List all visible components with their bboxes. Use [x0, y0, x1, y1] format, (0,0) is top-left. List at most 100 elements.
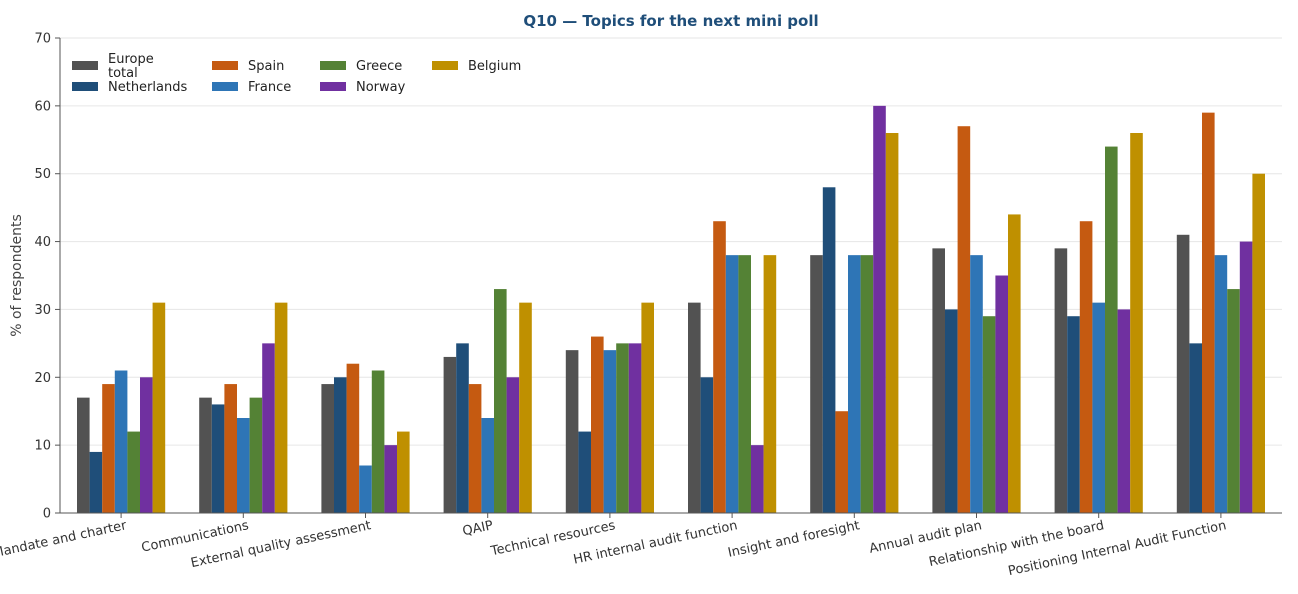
bar-france	[1092, 302, 1105, 513]
bar-europe-total	[77, 397, 90, 513]
bar-netherlands	[700, 377, 714, 513]
legend-label: Belgium	[468, 59, 521, 74]
bar-spain	[102, 384, 115, 513]
bar-europe-total	[1176, 234, 1190, 514]
y-tick-label: 40	[34, 235, 51, 250]
bar-greece	[982, 316, 996, 513]
bar-greece	[127, 431, 140, 513]
bar-netherlands	[456, 343, 469, 513]
bar-france	[1214, 255, 1228, 513]
bar-france	[848, 255, 861, 513]
bar-greece	[249, 397, 263, 513]
bar-greece	[371, 370, 385, 513]
bars-group	[77, 105, 1265, 514]
bar-netherlands	[1189, 343, 1202, 513]
legend-swatch	[320, 61, 346, 70]
bar-france	[481, 418, 494, 513]
bar-belgium	[1252, 173, 1265, 513]
y-tick-label: 20	[34, 371, 51, 386]
bar-netherlands	[578, 431, 591, 513]
bar-europe-total	[199, 397, 212, 513]
bar-france	[603, 350, 617, 513]
bar-netherlands	[945, 309, 958, 513]
bar-norway	[506, 377, 520, 513]
y-tick-label: 0	[43, 507, 51, 522]
bar-europe-total	[810, 255, 823, 513]
x-tick-label: Positioning Internal Audit Function	[1007, 518, 1228, 579]
bar-france	[359, 465, 372, 513]
legend-label: Norway	[356, 80, 406, 95]
bar-spain	[713, 221, 726, 513]
bar-spain	[591, 336, 604, 513]
bar-netherlands	[1067, 316, 1080, 513]
legend-swatch	[320, 82, 346, 91]
legend-label: France	[248, 80, 291, 95]
bar-spain	[224, 384, 237, 513]
y-tick-label: 70	[34, 32, 51, 47]
bar-norway	[628, 343, 642, 513]
bar-spain	[468, 384, 482, 513]
bar-europe-total	[443, 356, 457, 513]
legend-swatch	[212, 61, 238, 70]
bar-belgium	[152, 302, 166, 513]
bar-belgium	[641, 302, 654, 513]
x-ticks: Mandate and charter CommunicationsExterna…	[0, 513, 1228, 579]
y-tick-label: 30	[34, 303, 51, 318]
bar-europe-total	[321, 384, 334, 513]
legend-label: Europe total	[108, 52, 154, 81]
y-ticks: 0 10 20 30 40 50 60 70	[34, 32, 60, 522]
bar-belgium	[763, 255, 777, 513]
bar-france	[114, 370, 128, 513]
bar-spain	[346, 363, 360, 513]
bar-france	[237, 418, 250, 513]
bar-belgium	[1008, 214, 1021, 513]
legend-label: Netherlands	[108, 80, 187, 95]
bar-norway	[751, 445, 764, 513]
bar-greece	[1227, 289, 1240, 513]
legend-swatch	[212, 82, 238, 91]
bar-belgium	[1130, 133, 1143, 513]
bar-europe-total	[688, 302, 701, 513]
x-tick-label: Insight and foresight	[727, 518, 862, 561]
bar-belgium	[274, 302, 288, 513]
bar-europe-total	[932, 248, 945, 513]
bar-spain	[957, 126, 971, 513]
bar-greece	[860, 255, 874, 513]
bar-france	[970, 255, 983, 513]
bar-greece	[494, 289, 507, 513]
bar-greece	[616, 343, 629, 513]
bar-norway	[995, 275, 1008, 513]
bar-greece	[738, 255, 751, 513]
chart-title: Q10 — Topics for the next mini poll	[523, 12, 818, 30]
y-axis-title: % of respondents	[9, 214, 25, 337]
bar-norway	[873, 105, 886, 513]
bar-netherlands	[822, 187, 836, 514]
legend-swatch	[72, 82, 98, 91]
axes	[59, 38, 1282, 514]
y-tick-label: 60	[34, 99, 51, 114]
bar-belgium	[397, 431, 410, 513]
bar-netherlands	[334, 377, 347, 513]
bar-spain	[1202, 112, 1215, 514]
bar-belgium	[885, 133, 899, 513]
bar-norway	[140, 377, 153, 513]
bar-norway	[384, 445, 397, 513]
legend-swatch	[72, 61, 98, 70]
bar-netherlands	[89, 451, 103, 513]
bar-netherlands	[211, 404, 225, 513]
x-tick-label: QAIP	[461, 518, 494, 539]
x-tick-label: Mandate and charter	[0, 518, 129, 561]
legend-swatch	[432, 61, 458, 70]
bar-europe-total	[565, 350, 579, 513]
legend-label: Greece	[356, 59, 402, 74]
legend-label: Spain	[248, 59, 284, 74]
bar-france	[725, 255, 739, 513]
bar-europe-total	[1054, 248, 1068, 513]
bar-belgium	[519, 302, 532, 513]
bar-greece	[1105, 146, 1118, 514]
bar-spain	[1079, 221, 1093, 513]
bar-norway	[1239, 241, 1253, 514]
